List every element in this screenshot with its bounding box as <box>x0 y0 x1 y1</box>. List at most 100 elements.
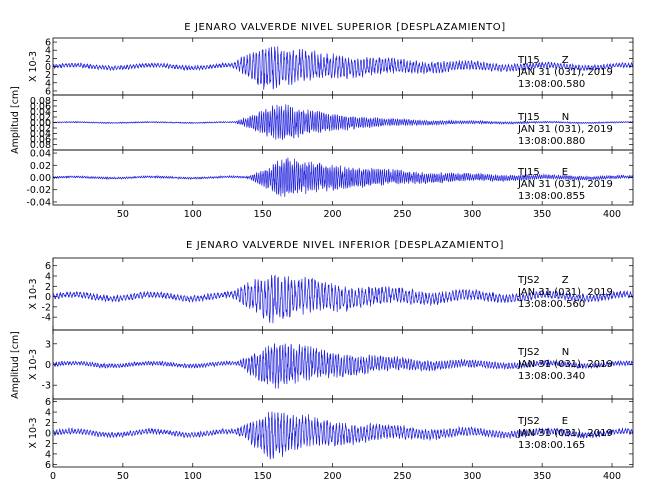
y-tick-label: 4 <box>45 78 51 89</box>
time-label: 13:08:00.340 <box>518 371 585 382</box>
x-tick-label: 300 <box>463 471 481 482</box>
x-tick-label: 250 <box>393 209 411 220</box>
x-tick-label: 200 <box>323 209 341 220</box>
y-tick-label: -0.04 <box>26 197 51 208</box>
time-label: 13:08:00.855 <box>518 191 585 202</box>
y-tick-label: 0.04 <box>30 129 51 140</box>
x-tick-label: 400 <box>603 209 621 220</box>
y-tick-label: -0.02 <box>26 185 51 196</box>
station-component-label: TJS2 N <box>517 347 569 358</box>
x-tick-label: 250 <box>393 471 411 482</box>
x-tick-label: 150 <box>254 209 272 220</box>
component-code: Z <box>562 275 569 286</box>
y-tick-label: 0.02 <box>30 113 51 124</box>
seismic-trace-g1-p1 <box>52 343 634 389</box>
y-tick-label: 0.08 <box>30 140 51 151</box>
top-group-ylabel: Amplitud [cm] <box>10 86 21 154</box>
y-tick-label: 0.00 <box>30 173 51 184</box>
date-label: JAN 31 (031), 2019 <box>517 124 613 135</box>
scale-label: X 10-3 <box>28 278 39 309</box>
x-tick-label: 350 <box>533 471 551 482</box>
y-tick-label: 0.02 <box>30 161 51 172</box>
y-tick-label: 0.00 <box>30 118 51 129</box>
y-tick-label: 4 <box>45 272 51 283</box>
date-label: JAN 31 (031), 2019 <box>517 359 613 370</box>
y-tick-label: 2 <box>45 282 51 293</box>
time-label: 13:08:00.560 <box>518 299 585 310</box>
y-tick-label: 0.04 <box>30 149 51 160</box>
y-tick-label: 0.02 <box>30 124 51 135</box>
y-tick-label: 0 <box>45 62 51 73</box>
seismic-trace-g0-p0 <box>52 46 634 90</box>
y-tick-label: -2 <box>42 302 51 313</box>
y-tick-label: 3 <box>45 339 51 350</box>
x-tick-label: 150 <box>254 471 272 482</box>
scale-label: X 10-3 <box>28 417 39 448</box>
y-tick-label: 0 <box>45 429 51 440</box>
seismic-trace-g0-p2 <box>52 157 634 198</box>
station-component-label: TJ15 Z <box>517 55 569 66</box>
date-label: JAN 31 (031), 2019 <box>517 67 613 78</box>
y-tick-label: 0.06 <box>30 135 51 146</box>
station-code: TJ15 <box>517 55 540 66</box>
bottom-group-ylabel: Amplitud [cm] <box>10 331 21 399</box>
x-tick-label: 0 <box>50 471 56 482</box>
scale-label: X 10-3 <box>28 349 39 380</box>
y-tick-label: -3 <box>42 381 51 392</box>
x-tick-label: 50 <box>117 471 129 482</box>
top-group-title: E JENARO VALVERDE NIVEL SUPERIOR [DESPLA… <box>184 22 505 33</box>
station-component-label: TJ15 N <box>517 112 569 123</box>
y-tick-label: 6 <box>45 460 51 471</box>
station-component-label: TJ15 E <box>517 167 568 178</box>
station-component-label: TJS2 E <box>517 416 568 427</box>
y-tick-label: 0.04 <box>30 107 51 118</box>
x-tick-label: 100 <box>184 209 202 220</box>
x-tick-label: 200 <box>323 471 341 482</box>
y-tick-label: 4 <box>45 449 51 460</box>
x-tick-label: 400 <box>603 471 621 482</box>
station-component-label: TJS2 Z <box>517 275 569 286</box>
time-label: 13:08:00.880 <box>518 136 585 147</box>
y-tick-label: 0.06 <box>30 102 51 113</box>
x-tick-label: 50 <box>117 209 129 220</box>
seismic-trace-g1-p2 <box>52 411 634 460</box>
y-tick-label: 6 <box>45 86 51 97</box>
component-code: N <box>562 347 569 358</box>
station-code: TJS2 <box>517 347 540 358</box>
date-label: JAN 31 (031), 2019 <box>517 179 613 190</box>
y-tick-label: 2 <box>45 70 51 81</box>
y-tick-label: 2 <box>45 54 51 65</box>
x-tick-label: 100 <box>184 471 202 482</box>
y-tick-label: -4 <box>42 313 51 324</box>
component-code: E <box>562 416 568 427</box>
component-code: E <box>562 167 568 178</box>
y-tick-label: 6 <box>45 261 51 272</box>
y-tick-label: 0 <box>45 360 51 371</box>
y-tick-label: 2 <box>45 418 51 429</box>
date-label: JAN 31 (031), 2019 <box>517 287 613 298</box>
scale-label: X 10-3 <box>28 51 39 82</box>
seismic-trace-g0-p1 <box>52 104 634 140</box>
bottom-group-title: E JENARO VALVERDE NIVEL INFERIOR [DESPLA… <box>186 240 504 251</box>
y-tick-label: 6 <box>45 397 51 408</box>
component-code: Z <box>562 55 569 66</box>
time-label: 13:08:00.165 <box>518 440 585 451</box>
date-label: JAN 31 (031), 2019 <box>517 428 613 439</box>
seismic-trace-g1-p0 <box>52 274 634 324</box>
x-tick-label: 350 <box>533 209 551 220</box>
component-code: N <box>562 112 569 123</box>
station-code: TJS2 <box>517 275 540 286</box>
y-tick-label: 2 <box>45 439 51 450</box>
panel-g0-p1: 0.080.060.040.020.000.020.040.060.08TJ15… <box>30 94 634 151</box>
station-code: TJ15 <box>517 167 540 178</box>
x-tick-label: 300 <box>463 209 481 220</box>
y-tick-label: 0.08 <box>30 96 51 107</box>
station-code: TJ15 <box>517 112 540 123</box>
y-tick-label: 4 <box>45 46 51 57</box>
